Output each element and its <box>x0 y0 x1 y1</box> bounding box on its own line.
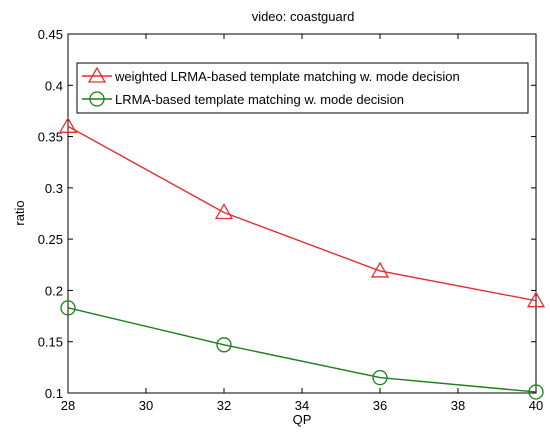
data-point <box>528 384 544 400</box>
y-tick-label: 0.3 <box>45 181 63 196</box>
legend-box <box>76 62 529 114</box>
y-tick-label: 0.25 <box>38 232 63 247</box>
x-tick-label: 40 <box>529 398 543 413</box>
series-2 <box>60 300 544 400</box>
series-layer <box>58 117 546 400</box>
series-line <box>67 125 537 302</box>
series-line <box>67 307 537 393</box>
data-point <box>372 369 388 386</box>
data-point <box>60 300 76 316</box>
legend-entry: weighted LRMA-based template matching w.… <box>82 66 460 84</box>
x-axis: 28 30 32 34 36 38 40 <box>61 34 543 413</box>
x-axis-label: QP <box>293 412 312 427</box>
legend-label: weighted LRMA-based template matching w.… <box>114 69 460 84</box>
legend-marker <box>87 66 107 83</box>
y-tick-label: 0.35 <box>38 130 63 145</box>
y-axis-label: ratio <box>12 200 27 225</box>
data-point <box>216 337 232 353</box>
x-tick-label: 34 <box>295 398 309 413</box>
data-point <box>214 203 234 220</box>
y-tick-label: 0.15 <box>38 335 63 350</box>
legend-entry: LRMA-based template matching w. mode dec… <box>82 91 404 107</box>
y-axis: 0.1 0.15 0.2 0.25 0.3 0.35 0.4 0.45 <box>38 27 536 401</box>
y-tick-label: 0.4 <box>45 78 63 93</box>
legend-label: LRMA-based template matching w. mode dec… <box>115 92 404 107</box>
x-tick-label: 32 <box>217 398 231 413</box>
x-tick-label: 28 <box>61 398 75 413</box>
legend: weighted LRMA-based template matching w.… <box>76 62 529 114</box>
chart-title: video: coastguard <box>252 9 355 24</box>
x-tick-label: 38 <box>451 398 465 413</box>
x-tick-label: 30 <box>139 398 153 413</box>
legend-marker <box>89 91 105 107</box>
data-point <box>58 117 78 133</box>
y-tick-label: 0.2 <box>45 283 63 298</box>
x-tick-label: 36 <box>373 398 387 413</box>
data-point <box>370 261 390 278</box>
data-point <box>526 291 546 308</box>
y-tick-label: 0.1 <box>45 386 63 401</box>
series-1 <box>58 117 546 308</box>
y-tick-label: 0.45 <box>38 27 63 42</box>
